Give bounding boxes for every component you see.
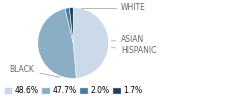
Wedge shape bbox=[65, 8, 73, 43]
Text: BLACK: BLACK bbox=[9, 65, 60, 77]
Text: WHITE: WHITE bbox=[81, 3, 146, 12]
Legend: 48.6%, 47.7%, 2.0%, 1.7%: 48.6%, 47.7%, 2.0%, 1.7% bbox=[4, 86, 143, 96]
Text: ASIAN: ASIAN bbox=[111, 35, 144, 44]
Wedge shape bbox=[69, 8, 73, 43]
Wedge shape bbox=[73, 8, 109, 78]
Text: HISPANIC: HISPANIC bbox=[111, 46, 156, 55]
Wedge shape bbox=[38, 8, 76, 78]
